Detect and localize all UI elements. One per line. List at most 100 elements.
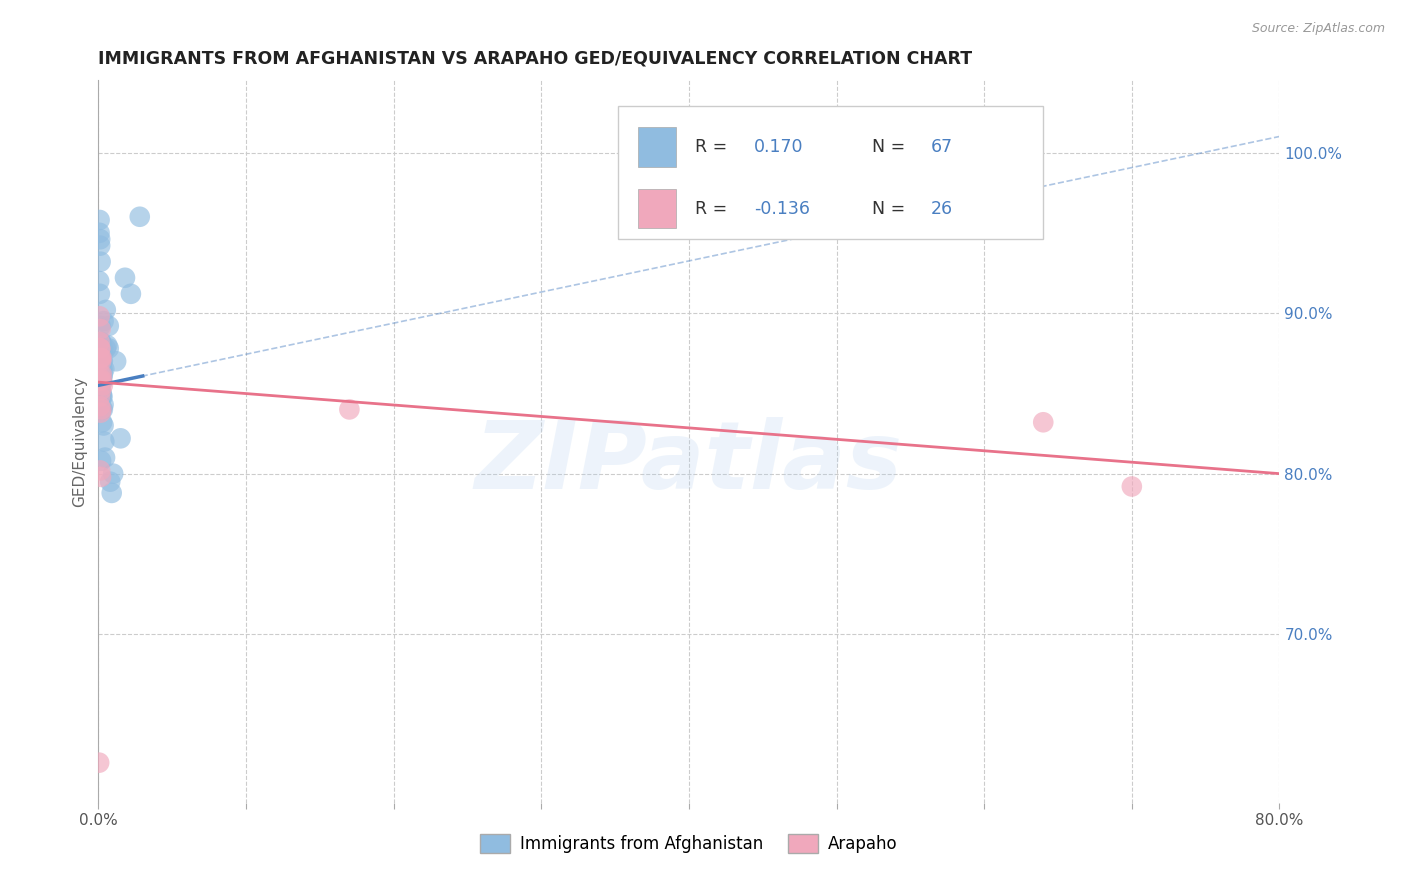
Point <box>89 374 111 388</box>
Point <box>90 386 112 401</box>
Point <box>90 470 112 484</box>
Point <box>91 374 114 388</box>
Point <box>93 434 115 449</box>
Text: 26: 26 <box>931 200 953 218</box>
Point <box>128 210 150 224</box>
Point <box>89 390 111 404</box>
Point <box>93 398 115 412</box>
Point <box>94 302 117 317</box>
Bar <box>638 189 676 228</box>
Point <box>91 354 114 368</box>
Point <box>91 402 114 417</box>
Point <box>89 342 111 356</box>
Point <box>89 399 111 413</box>
Point <box>89 310 111 324</box>
Point <box>90 383 112 397</box>
Point <box>89 342 111 356</box>
Text: N =: N = <box>872 138 911 156</box>
Point <box>98 475 121 489</box>
Point <box>110 431 132 445</box>
Point <box>93 362 115 376</box>
Point <box>91 375 114 389</box>
Y-axis label: GED/Equivalency: GED/Equivalency <box>72 376 87 507</box>
Point <box>90 351 112 365</box>
Point <box>89 232 111 246</box>
Point <box>89 374 111 388</box>
Point <box>91 415 114 429</box>
Text: 67: 67 <box>931 138 953 156</box>
Point <box>93 314 115 328</box>
Text: 0.170: 0.170 <box>754 138 803 156</box>
Text: N =: N = <box>872 200 911 218</box>
Text: R =: R = <box>695 200 733 218</box>
Point <box>89 238 111 252</box>
Point <box>120 286 142 301</box>
Point <box>91 342 114 356</box>
Point <box>90 358 112 372</box>
Point <box>90 351 112 365</box>
Text: IMMIGRANTS FROM AFGHANISTAN VS ARAPAHO GED/EQUIVALENCY CORRELATION CHART: IMMIGRANTS FROM AFGHANISTAN VS ARAPAHO G… <box>98 50 973 68</box>
Point <box>89 342 111 356</box>
Point <box>90 351 112 365</box>
Point <box>89 463 111 477</box>
Point <box>89 367 111 381</box>
Point <box>90 402 112 417</box>
Point <box>90 367 112 381</box>
Point <box>91 370 114 384</box>
Point <box>90 402 112 417</box>
Point <box>89 226 111 240</box>
Text: -0.136: -0.136 <box>754 200 810 218</box>
Point <box>89 274 111 288</box>
Point <box>90 351 112 365</box>
Point <box>91 370 114 384</box>
Point <box>1121 479 1143 493</box>
Point <box>90 358 112 372</box>
Point <box>89 756 111 770</box>
Text: R =: R = <box>695 138 733 156</box>
Point <box>90 367 112 381</box>
Point <box>90 367 112 381</box>
Text: Source: ZipAtlas.com: Source: ZipAtlas.com <box>1251 22 1385 36</box>
Point <box>89 358 111 372</box>
Point <box>339 402 361 417</box>
Point <box>96 338 118 352</box>
Point <box>94 450 117 465</box>
Point <box>90 374 112 388</box>
Point <box>91 346 114 360</box>
Point <box>90 334 112 349</box>
Point <box>93 418 115 433</box>
Point <box>114 270 136 285</box>
Point <box>97 342 120 356</box>
Point <box>89 390 111 404</box>
Point <box>89 351 111 365</box>
Point <box>90 370 112 384</box>
Point <box>89 351 111 365</box>
Point <box>89 370 111 384</box>
Point <box>91 378 114 392</box>
Point <box>90 344 112 359</box>
Point <box>91 354 114 368</box>
Point <box>90 360 112 375</box>
Point <box>97 318 120 333</box>
Text: ZIPatlas: ZIPatlas <box>475 417 903 509</box>
Point <box>89 334 111 349</box>
Point <box>89 374 111 388</box>
Point <box>89 367 111 381</box>
Point <box>89 213 111 227</box>
Point <box>89 286 111 301</box>
Point <box>90 344 112 359</box>
Point <box>103 467 125 481</box>
Bar <box>638 128 676 167</box>
Point <box>90 354 112 368</box>
Point <box>90 374 112 388</box>
Legend: Immigrants from Afghanistan, Arapaho: Immigrants from Afghanistan, Arapaho <box>474 827 904 860</box>
Point <box>90 402 112 417</box>
Point <box>90 390 112 404</box>
Point <box>90 254 112 268</box>
Point <box>105 354 128 368</box>
Point <box>94 342 117 356</box>
Point <box>90 318 112 333</box>
Point <box>91 362 114 376</box>
FancyBboxPatch shape <box>619 105 1043 239</box>
Point <box>90 351 112 365</box>
